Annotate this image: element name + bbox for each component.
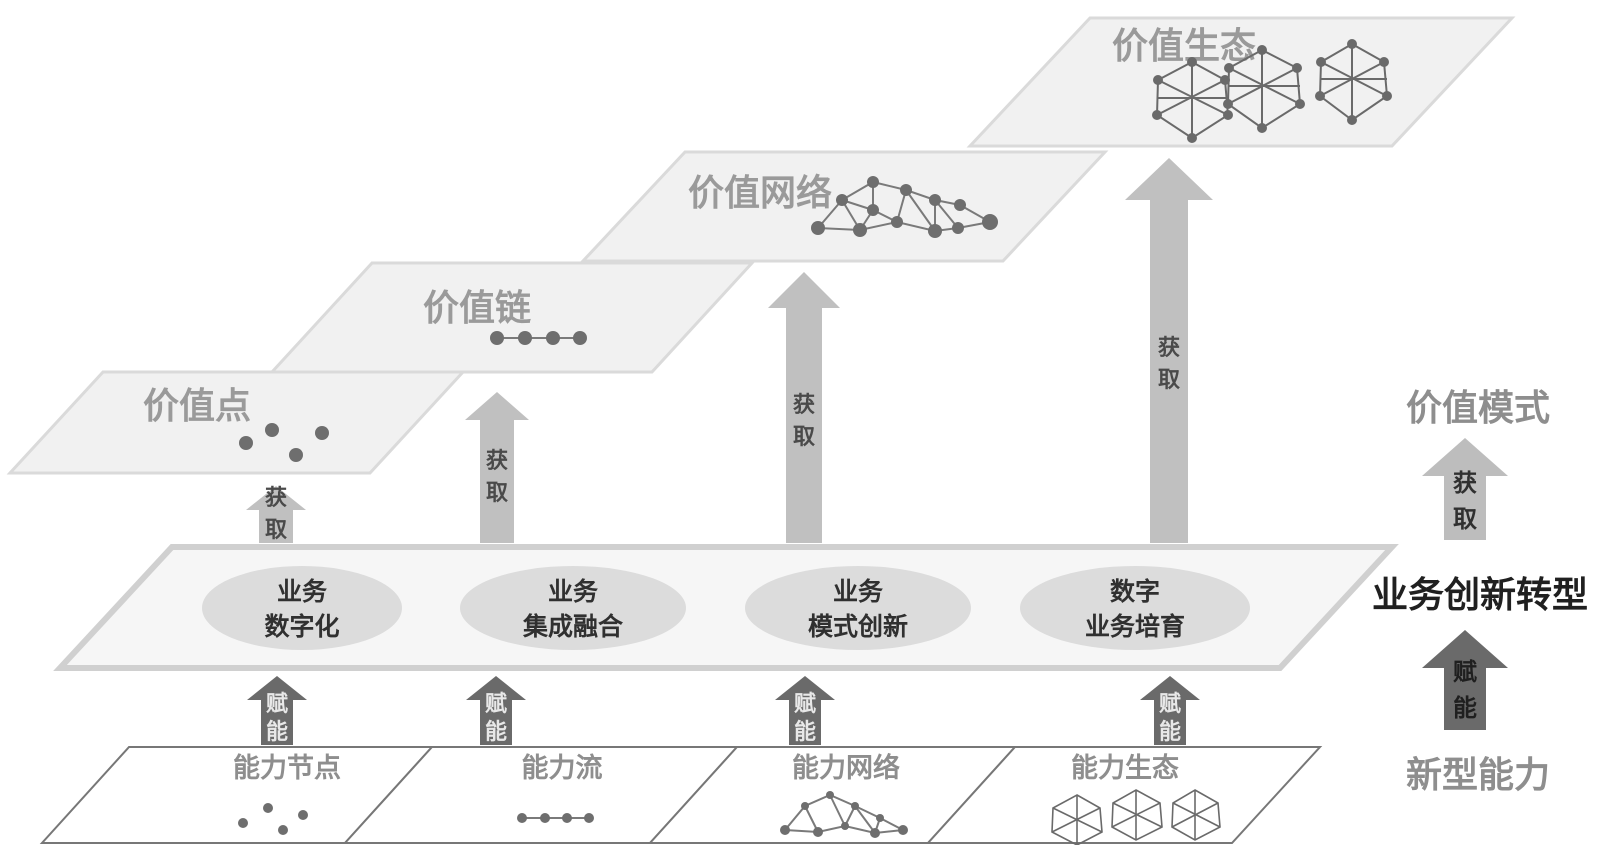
acquire-arrow-2: 获 取 xyxy=(465,392,529,543)
business-item-3-line1: 业务 xyxy=(833,577,883,606)
value-chain-line-icon xyxy=(490,331,587,345)
business-item-2-line1: 业务 xyxy=(548,577,598,606)
capability-cell-flow: 能力流 xyxy=(342,746,740,844)
capability-network-graph-icon xyxy=(780,791,908,838)
capability-cell-ecosystem: 能力生态 xyxy=(925,746,1323,845)
business-item-1-line2: 数字化 xyxy=(264,612,339,641)
acquire-arrow-2-char2: 取 xyxy=(486,481,508,506)
value-plane-point: 价值点 xyxy=(6,370,467,475)
empower-arrow-4: 赋 能 xyxy=(1140,676,1200,745)
empower-arrow-4-char1: 赋 xyxy=(1159,692,1181,717)
side-business-transform-label: 业务创新转型 xyxy=(1372,575,1588,616)
value-plane-network: 价值网络 xyxy=(579,150,1109,263)
empower-arrow-3-char2: 能 xyxy=(794,719,816,745)
side-acquire-char1: 获 xyxy=(1453,469,1477,497)
business-item-1: 业务 数字化 xyxy=(202,566,402,650)
acquire-arrow-1: 获 取 xyxy=(246,486,306,543)
empower-arrow-1-char1: 赋 xyxy=(266,692,288,717)
empower-arrow-2: 赋 能 xyxy=(466,676,526,745)
capability-nodes-dots-icon xyxy=(238,803,308,835)
empower-arrow-2-char2: 能 xyxy=(485,719,507,745)
side-empower-arrow: 赋 能 xyxy=(1422,630,1508,730)
side-acquire-char2: 取 xyxy=(1453,505,1477,533)
capability-flow-label: 能力流 xyxy=(522,752,603,784)
business-item-2: 业务 集成融合 xyxy=(460,566,686,650)
value-ecosystem-label: 价值生态 xyxy=(1112,26,1256,67)
value-network-label: 价值网络 xyxy=(688,172,832,214)
empower-arrow-4-char2: 能 xyxy=(1159,719,1181,745)
side-new-capability-label: 新型能力 xyxy=(1406,755,1550,796)
business-item-4-line1: 数字 xyxy=(1110,577,1160,606)
acquire-arrow-4: 获 取 xyxy=(1125,158,1213,543)
acquire-arrow-3-char1: 获 xyxy=(793,393,815,418)
empower-arrow-2-char1: 赋 xyxy=(485,692,507,717)
business-item-3-line2: 模式创新 xyxy=(808,612,908,641)
capability-cell-nodes: 能力节点 xyxy=(39,746,435,844)
side-acquire-arrow: 获 取 xyxy=(1422,438,1508,540)
value-point-dots-icon xyxy=(239,423,329,462)
value-chain-label: 价值链 xyxy=(423,288,531,329)
value-plane-chain: 价值链 xyxy=(268,261,756,374)
business-item-2-line2: 集成融合 xyxy=(522,612,624,641)
value-point-label: 价值点 xyxy=(143,386,251,427)
side-empower-char2: 能 xyxy=(1453,694,1477,722)
business-item-4-line2: 业务培育 xyxy=(1085,612,1185,641)
side-empower-char1: 赋 xyxy=(1453,658,1477,686)
capability-nodes-label: 能力节点 xyxy=(233,752,341,784)
acquire-arrow-2-char1: 获 xyxy=(486,449,508,474)
capability-ecosystem-label: 能力生态 xyxy=(1071,752,1179,784)
capability-ecosystem-cluster-icon xyxy=(1051,789,1221,845)
capability-plane: 能力节点 能力流 能力网络 xyxy=(39,746,1323,845)
acquire-arrow-1-char1: 获 xyxy=(265,486,287,511)
business-item-3: 业务 模式创新 xyxy=(745,566,971,650)
side-legend: 价值模式 获 取 业务创新转型 赋 能 新型能力 xyxy=(1372,388,1588,796)
empower-arrow-3-char1: 赋 xyxy=(794,692,816,717)
value-plane-ecosystem: 价值生态 xyxy=(966,16,1516,148)
acquire-arrow-1-char2: 取 xyxy=(265,518,287,543)
side-value-mode-label: 价值模式 xyxy=(1406,388,1550,429)
empower-arrow-3: 赋 能 xyxy=(775,676,835,745)
acquire-arrow-4-char1: 获 xyxy=(1158,336,1180,361)
capability-cell-network: 能力网络 xyxy=(647,746,1018,844)
business-item-1-line1: 业务 xyxy=(277,577,327,606)
acquire-arrow-3: 获 取 xyxy=(768,272,840,543)
value-ecosystem-cluster-icon xyxy=(1152,39,1392,143)
acquire-arrow-4-char2: 取 xyxy=(1158,368,1180,393)
business-item-4: 数字 业务培育 xyxy=(1020,566,1250,650)
empower-arrow-1: 赋 能 xyxy=(247,676,307,745)
empower-arrow-1-char2: 能 xyxy=(266,719,288,745)
acquire-arrow-3-char2: 取 xyxy=(793,425,815,450)
value-network-graph-icon xyxy=(811,176,998,238)
capability-network-label: 能力网络 xyxy=(792,752,900,784)
capability-flow-line-icon xyxy=(517,813,594,823)
business-plane: 业务 数字化 业务 集成融合 业务 模式创新 数字 业务培育 xyxy=(53,544,1399,671)
